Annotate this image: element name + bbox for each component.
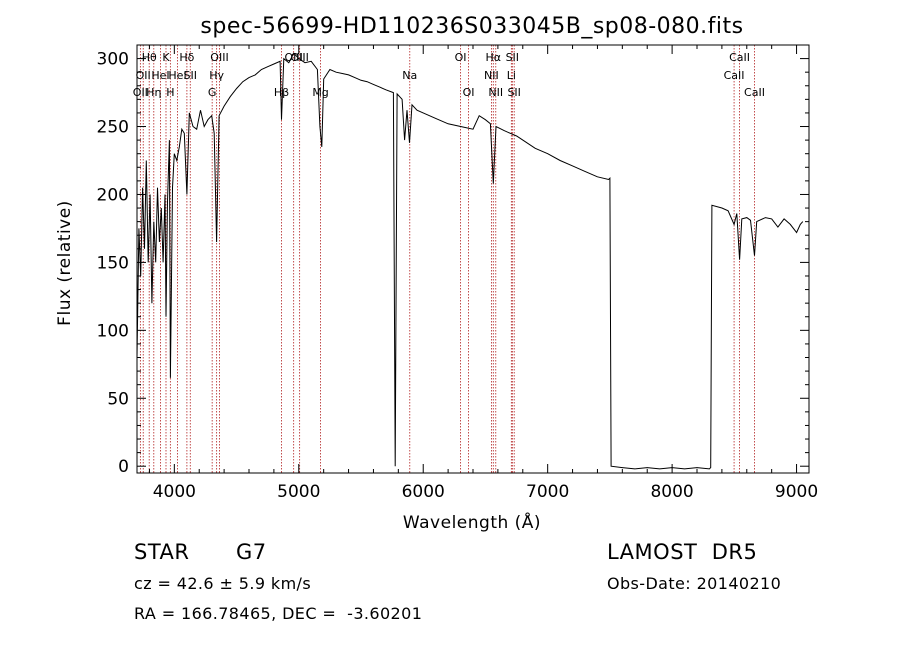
line-label-9: SII [184, 69, 197, 82]
x-tick-label-5: 9000 [775, 482, 818, 502]
line-label-8: Hδ [179, 51, 194, 64]
line-label-24: SII [506, 51, 519, 64]
line-label-12: OIII [210, 51, 228, 64]
chart-title: spec-56699-HD110236S033045B_sp08-080.fit… [200, 14, 743, 39]
plot-frame [136, 44, 810, 474]
line-label-4: HeI [151, 69, 169, 82]
line-label-21: Hα [486, 51, 502, 64]
line-label-1: OII [136, 69, 151, 82]
line-label-10: G [208, 86, 217, 99]
y-tick-label-2: 100 [97, 321, 129, 341]
y-tick-label-0: 0 [118, 457, 129, 477]
line-label-11: Hγ [209, 69, 224, 82]
y-axis-label: Flux (relative) [55, 200, 75, 326]
x-axis-label: Wavelength (Å) [403, 511, 541, 533]
y-tick-label-3: 150 [97, 253, 129, 273]
line-label-7: HeI [168, 69, 186, 82]
line-label-17: Na [402, 69, 417, 82]
spectrum-line [136, 52, 804, 470]
line-label-28: CaII [744, 86, 765, 99]
line-label-19: OI [463, 86, 475, 99]
obs-date: Obs-Date: 20140210 [607, 574, 782, 593]
x-tick-label-1: 5000 [277, 482, 320, 502]
x-tick-label-3: 7000 [526, 482, 569, 502]
line-label-18: OI [455, 51, 467, 64]
object-class: STAR [134, 540, 190, 564]
x-tick-label-2: 6000 [402, 482, 445, 502]
x-tick-label-4: 8000 [650, 482, 693, 502]
line-label-20: NII [484, 69, 499, 82]
y-axis: 0 50 100 150 200 250 300 [97, 50, 809, 477]
spectral-line-markers [139, 45, 755, 473]
spectral-line-labels: OIIOIIHθHηHeIKHHeIHδSIIGHγOIIIHβOIIIOIII… [133, 51, 765, 99]
survey-name: LAMOST DR5 [607, 540, 758, 564]
line-label-2: Hθ [142, 51, 157, 64]
line-label-6: H [166, 86, 174, 99]
line-label-26: CaII [724, 69, 745, 82]
subclass: G7 [236, 540, 267, 564]
y-tick-label-6: 300 [97, 50, 129, 70]
line-label-5: K [162, 51, 170, 64]
x-tick-label-0: 4000 [153, 482, 196, 502]
y-tick-label-1: 50 [107, 389, 129, 409]
line-label-3: Hη [146, 86, 161, 99]
line-label-25: SII [507, 86, 520, 99]
redshift-readout: cz = 42.6 ± 5.9 km/s [134, 574, 312, 593]
line-label-14: OIII [284, 51, 302, 64]
y-tick-label-5: 250 [97, 118, 129, 138]
x-axis: 4000 5000 6000 7000 8000 9000 [148, 45, 818, 502]
line-label-23: Li [507, 69, 516, 82]
line-label-16: Mg [312, 86, 328, 99]
y-tick-label-4: 200 [97, 185, 129, 205]
line-label-22: NII [488, 86, 503, 99]
coordinates: RA = 166.78465, DEC = -3.60201 [134, 604, 423, 623]
line-label-27: CaII [729, 51, 750, 64]
line-label-13: Hβ [274, 86, 289, 99]
